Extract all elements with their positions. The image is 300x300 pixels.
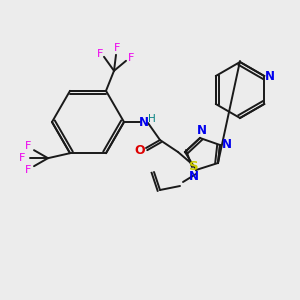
Text: F: F (19, 153, 25, 163)
Text: O: O (135, 143, 145, 157)
Text: S: S (189, 160, 199, 172)
Text: F: F (114, 43, 120, 53)
Text: H: H (148, 114, 156, 124)
Text: N: N (189, 170, 199, 184)
Text: N: N (222, 137, 232, 151)
Text: N: N (265, 70, 275, 83)
Text: F: F (25, 165, 31, 175)
Text: F: F (25, 141, 31, 151)
Text: N: N (197, 124, 207, 137)
Text: F: F (97, 49, 103, 59)
Text: F: F (128, 53, 134, 63)
Text: N: N (139, 116, 149, 128)
